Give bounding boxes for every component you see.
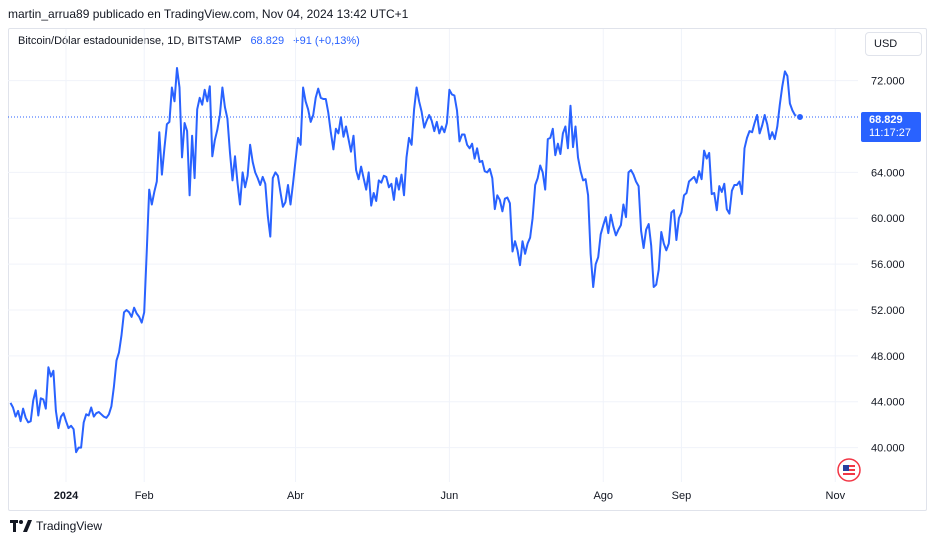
last-price-tag: 68.829 11:17:27 — [861, 112, 921, 142]
last-price: 68.829 — [250, 35, 285, 47]
x-tick-label: Jun — [441, 490, 459, 502]
y-tick-label: 56.000 — [871, 259, 905, 271]
price-tag-value: 68.829 — [869, 114, 903, 126]
x-tick-label: 2024 — [54, 490, 79, 502]
x-tick-label: Ago — [593, 490, 613, 502]
y-tick-label: 48.000 — [871, 351, 905, 363]
y-tick-label: 60.000 — [871, 213, 905, 225]
x-tick-label: Abr — [287, 490, 304, 502]
us-flag-icon[interactable] — [837, 458, 861, 482]
brand-name: TradingView — [36, 519, 103, 533]
currency-button[interactable]: USD — [865, 32, 922, 56]
y-tick-label: 40.000 — [871, 443, 905, 455]
symbol-description: Bitcoin/Dólar estadounidense, 1D, BITSTA… — [18, 35, 242, 47]
x-tick-label: Nov — [826, 490, 846, 502]
price-change: +91 (+0,13%) — [293, 35, 360, 47]
footer-branding: TradingView — [10, 519, 102, 533]
bar-countdown: 11:17:27 — [869, 127, 912, 139]
y-tick-label: 72.000 — [871, 76, 905, 88]
price-series-line — [9, 67, 801, 454]
chart-frame — [8, 28, 927, 511]
y-tick-label: 44.000 — [871, 397, 905, 409]
y-tick-label: 52.000 — [871, 305, 905, 317]
symbol-legend[interactable]: Bitcoin/Dólar estadounidense, 1D, BITSTA… — [18, 35, 360, 47]
x-tick-label: Feb — [135, 490, 154, 502]
x-tick-label: Sep — [672, 490, 692, 502]
last-price-dot — [795, 112, 804, 121]
tradingview-logo-icon — [10, 520, 32, 532]
publish-caption: martin_arrua89 publicado en TradingView.… — [8, 7, 409, 21]
y-tick-label: 64.000 — [871, 167, 905, 179]
